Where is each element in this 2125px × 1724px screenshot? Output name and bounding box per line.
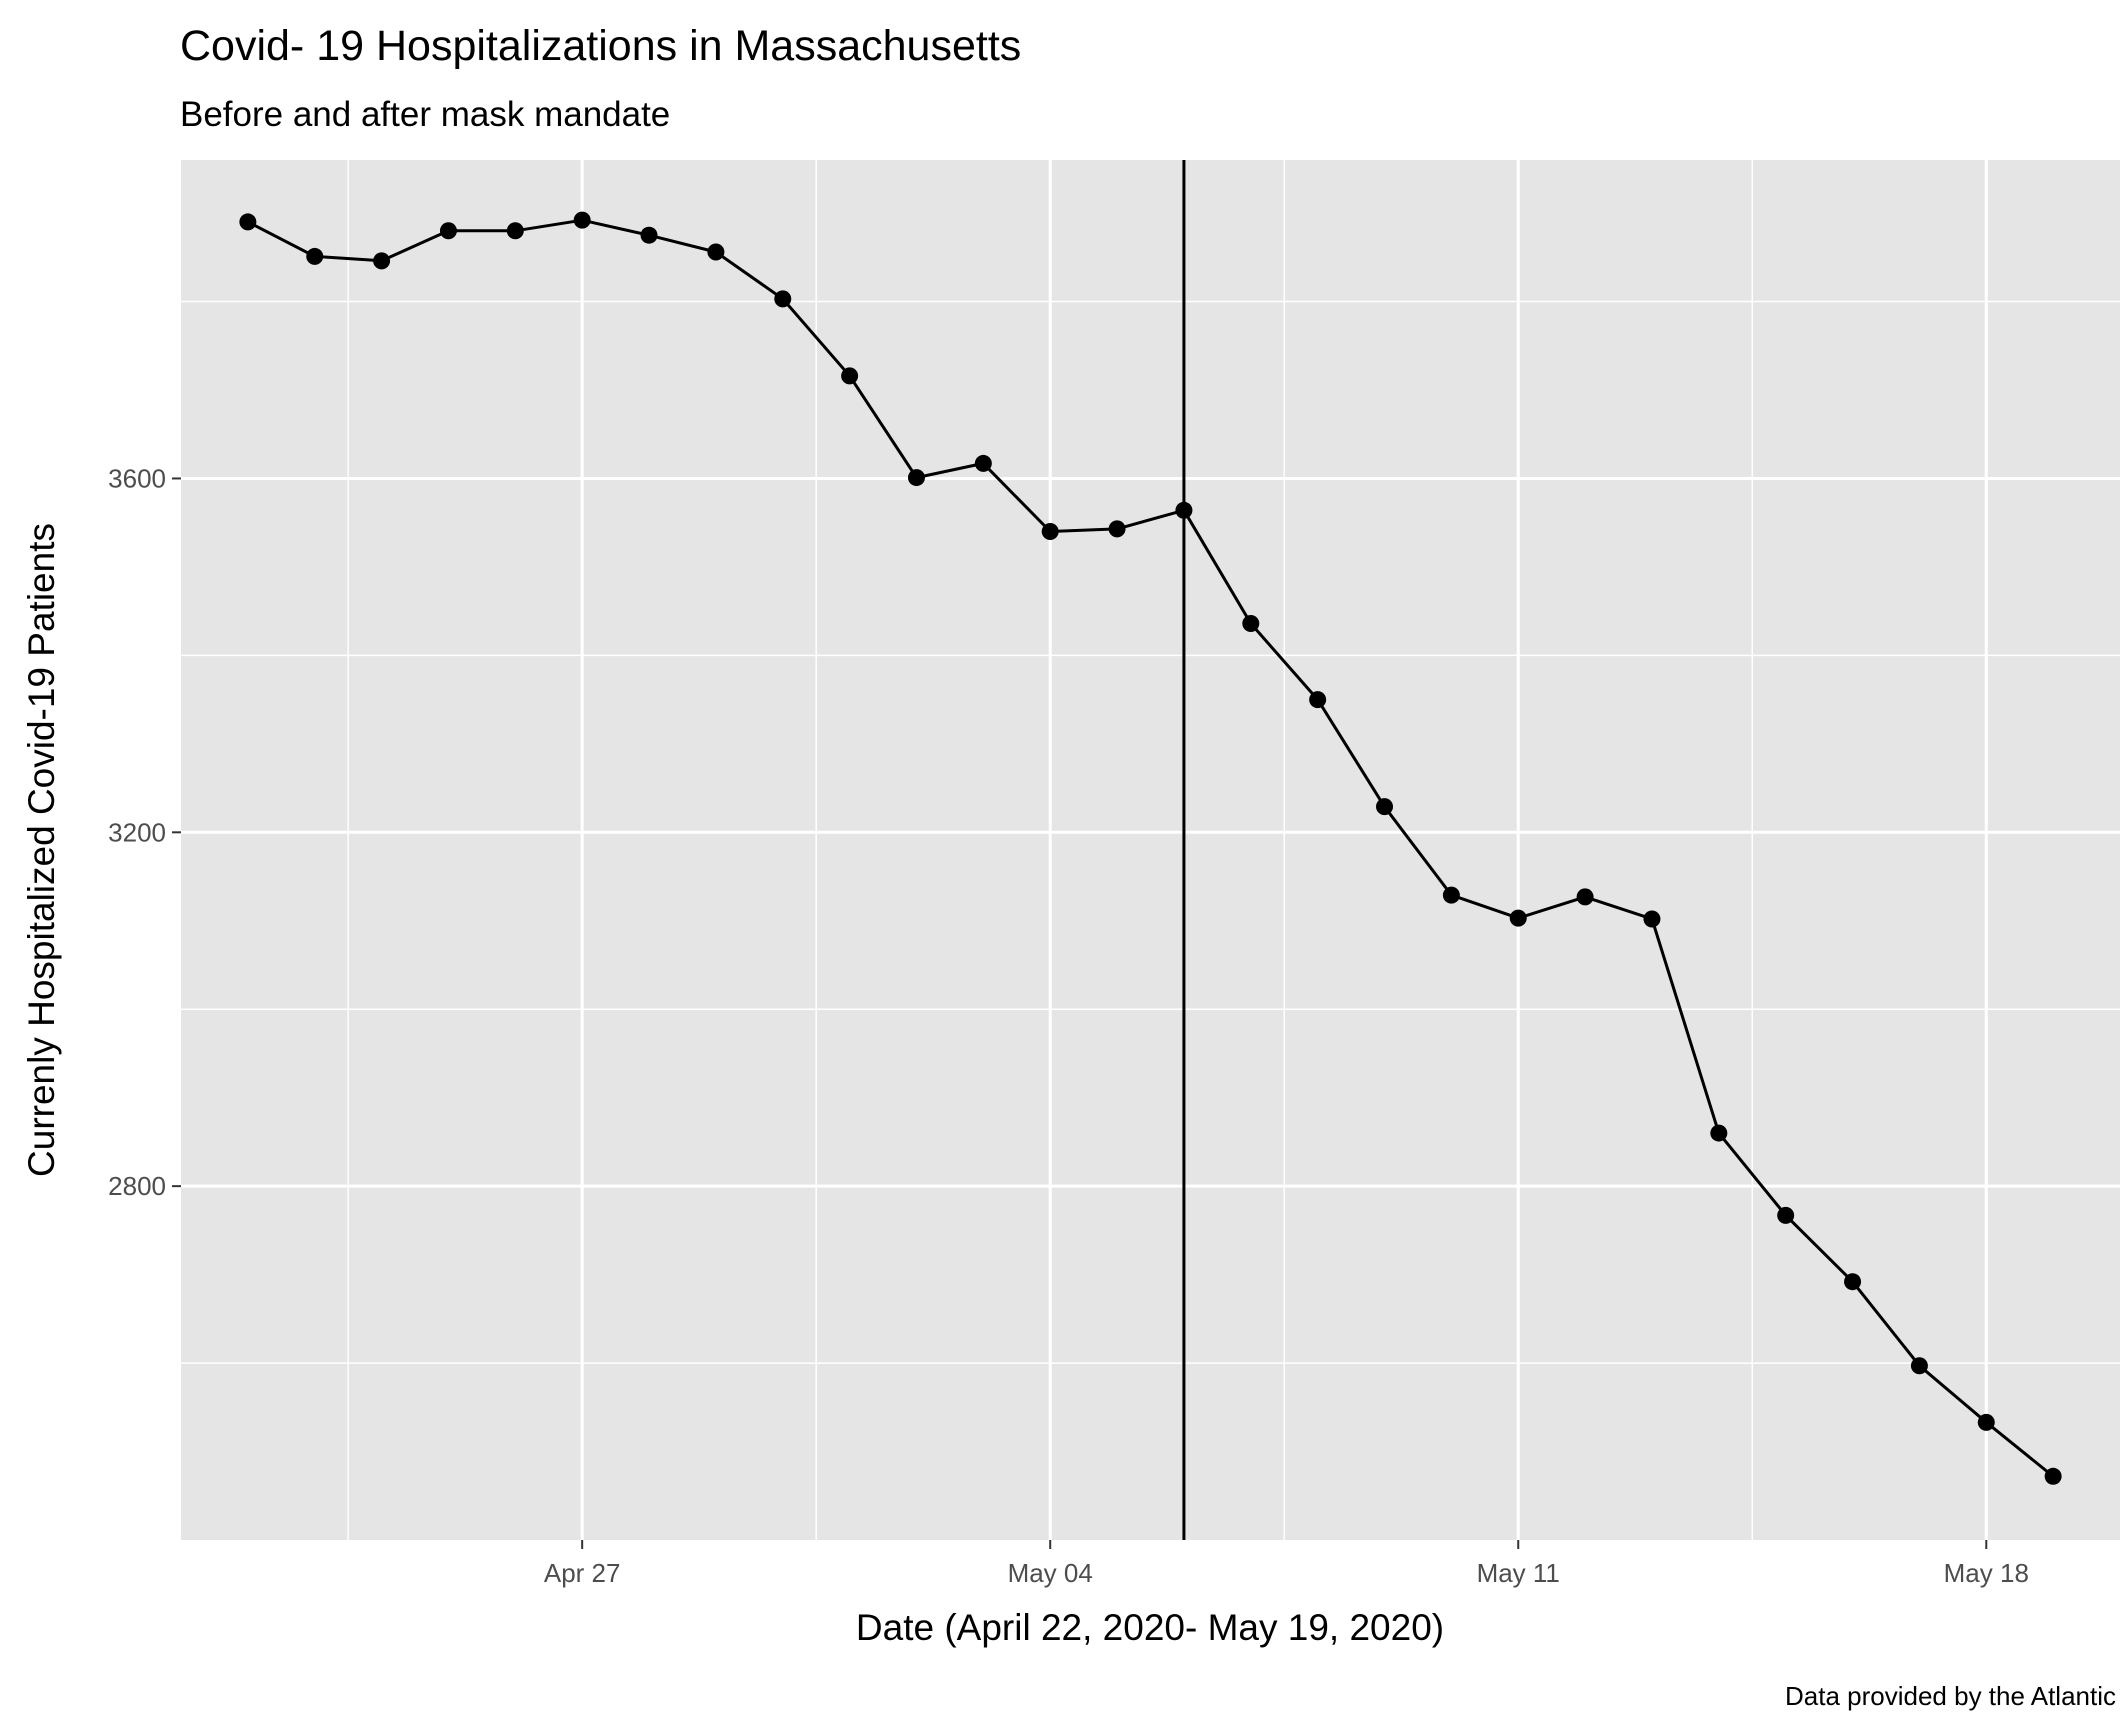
chart-title: Covid- 19 Hospitalizations in Massachuse… — [180, 22, 1021, 70]
y-tick-label: 2800 — [108, 1171, 166, 1201]
data-point — [640, 226, 658, 244]
y-axis-title: Currenly Hospitalized Covid-19 Patients — [21, 523, 62, 1177]
series-line — [247, 218, 2055, 1478]
data-point — [841, 367, 859, 385]
x-tick-label: May 04 — [1008, 1558, 1093, 1588]
y-tick-label: 3600 — [108, 463, 166, 493]
data-point — [573, 211, 591, 229]
data-point — [707, 243, 725, 261]
plot-background — [181, 160, 2120, 1540]
x-axis: Apr 27 May 04 May 11 May 18 — [544, 1540, 2029, 1588]
data-point — [1442, 886, 1460, 904]
data-point — [2044, 1467, 2062, 1485]
data-point — [1977, 1413, 1995, 1431]
data-point — [1777, 1206, 1795, 1224]
data-point — [1710, 1124, 1728, 1142]
data-point — [1844, 1273, 1862, 1291]
data-point — [1643, 910, 1661, 928]
chart-caption: Data provided by the Atlantic — [1785, 1681, 2116, 1711]
x-axis-title: Date (April 22, 2020- May 19, 2020) — [856, 1607, 1444, 1648]
data-point — [1175, 501, 1193, 519]
major-gridlines — [181, 160, 2120, 1540]
y-axis: 2800 3200 3600 — [108, 463, 181, 1201]
data-point — [1576, 888, 1594, 906]
x-tick-label: May 11 — [1477, 1558, 1560, 1588]
data-point — [506, 222, 524, 240]
data-point — [373, 252, 391, 270]
data-point — [1108, 520, 1126, 538]
data-point — [306, 247, 324, 265]
chart-subtitle: Before and after mask mandate — [180, 95, 670, 134]
data-point — [1509, 909, 1527, 927]
x-tick-label: Apr 27 — [544, 1558, 621, 1588]
data-point — [439, 222, 457, 240]
data-point — [1309, 691, 1327, 709]
data-point — [907, 469, 925, 487]
data-point — [774, 290, 792, 308]
x-tick-label: May 18 — [1944, 1558, 2029, 1588]
series-layer — [239, 211, 2062, 1485]
data-point — [239, 213, 257, 231]
data-point — [1910, 1357, 1928, 1375]
plot-panel — [181, 160, 2120, 1540]
data-point — [1376, 798, 1394, 816]
minor-gridlines — [181, 160, 2120, 1540]
data-point — [1041, 523, 1059, 541]
y-tick-label: 3200 — [108, 817, 166, 847]
data-point — [974, 454, 992, 472]
data-point — [1242, 615, 1260, 633]
